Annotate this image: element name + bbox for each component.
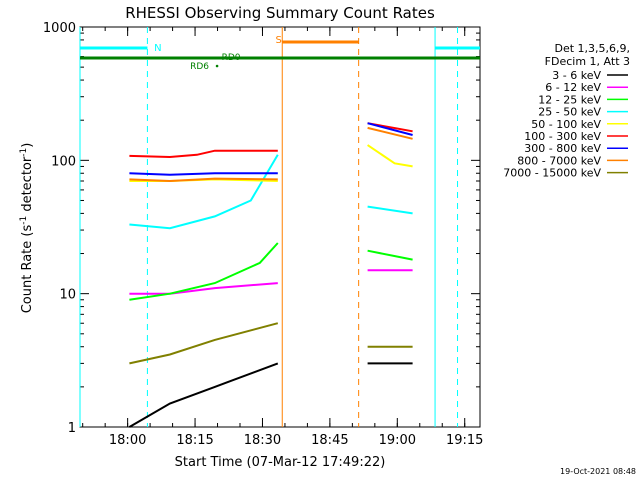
x-tick-label: 18:00 xyxy=(109,433,146,448)
plot-area: 1 10 100 1000 18:00 18:15 18:30 18:45 19:00 19:15… xyxy=(43,21,484,448)
series-line xyxy=(367,126,413,140)
series-line xyxy=(129,154,279,230)
series-line xyxy=(129,282,278,295)
y-axis-label-part: ) xyxy=(20,143,35,148)
legend-header-decimation: FDecim 1, Att 3 xyxy=(545,55,630,68)
legend-header-detectors: Det 1,3,5,6,9, xyxy=(554,42,630,55)
series-line xyxy=(129,172,278,176)
y-axis-label-exp: -1 xyxy=(19,216,29,225)
y-axis-label: Count Rate (s-1 detector-1) xyxy=(19,143,35,314)
legend-label: 6 - 12 keV xyxy=(545,81,601,94)
y-tick-label: 1 xyxy=(68,421,76,436)
x-tick-label: 18:45 xyxy=(311,433,348,448)
legend-label: 12 - 25 keV xyxy=(538,93,601,106)
legend-label: 100 - 300 keV xyxy=(524,130,601,143)
s-flag-label: S xyxy=(276,35,282,46)
series-line xyxy=(129,149,278,159)
series-line xyxy=(367,122,413,136)
x-tick-label: 18:30 xyxy=(244,433,281,448)
legend-label: 50 - 100 keV xyxy=(531,118,601,131)
y-axis-label-part: Count Rate (s xyxy=(20,225,35,314)
series-line xyxy=(367,144,413,168)
n-flag-label: N xyxy=(154,43,161,54)
y-tick-label: 10 xyxy=(59,288,76,303)
series-line xyxy=(129,322,279,365)
rd6-marker xyxy=(215,64,219,68)
x-tick-label: 18:15 xyxy=(176,433,213,448)
series-line xyxy=(367,249,413,261)
y-tick-label: 100 xyxy=(51,154,76,169)
legend-label: 3 - 6 keV xyxy=(552,69,601,82)
chart-title: RHESSI Observing Summary Count Rates xyxy=(125,4,435,22)
y-axis-label-exp: -1 xyxy=(19,148,29,157)
legend-label: 7000 - 15000 keV xyxy=(503,167,601,180)
series-line xyxy=(128,362,279,428)
x-tick-label: 19:15 xyxy=(446,433,483,448)
rd0-flag-label: RD0 xyxy=(222,53,241,63)
rd6-flag-label: RD6 xyxy=(190,62,209,72)
x-axis-label: Start Time (07-Mar-12 17:49:22) xyxy=(175,455,386,470)
legend: Det 1,3,5,6,9, FDecim 1, Att 3 3 - 6 keV… xyxy=(503,42,630,180)
series-line xyxy=(129,177,278,183)
y-axis-label-part: detector xyxy=(20,156,35,216)
footer-timestamp: 19-Oct-2021 08:48 xyxy=(560,467,636,476)
legend-label: 25 - 50 keV xyxy=(538,106,601,119)
legend-label: 300 - 800 keV xyxy=(524,142,601,155)
x-tick-label: 19:00 xyxy=(379,433,416,448)
legend-label: 800 - 7000 keV xyxy=(517,154,601,167)
series-line xyxy=(367,205,413,215)
y-tick-label: 1000 xyxy=(43,21,76,36)
series-line xyxy=(129,242,279,301)
plot-frame xyxy=(79,26,481,428)
